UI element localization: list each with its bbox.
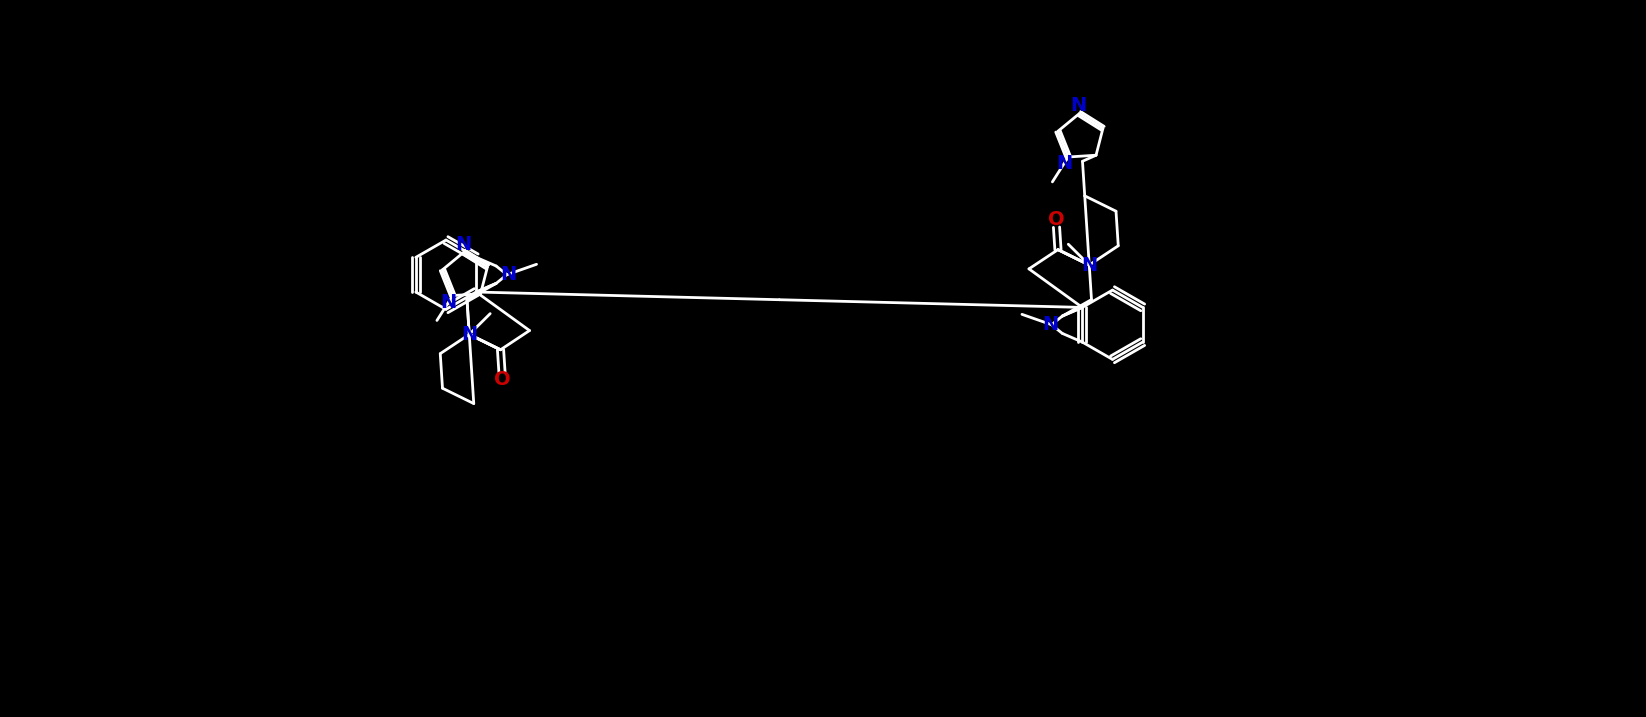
Text: O: O [1049,210,1065,229]
Text: N: N [456,235,471,254]
Text: N: N [1081,255,1098,275]
Text: O: O [494,371,510,389]
Text: N: N [441,293,456,312]
Text: N: N [1042,315,1058,334]
Text: N: N [1057,154,1072,173]
Text: N: N [461,325,477,344]
Text: N: N [1072,96,1086,115]
Text: N: N [500,265,517,284]
